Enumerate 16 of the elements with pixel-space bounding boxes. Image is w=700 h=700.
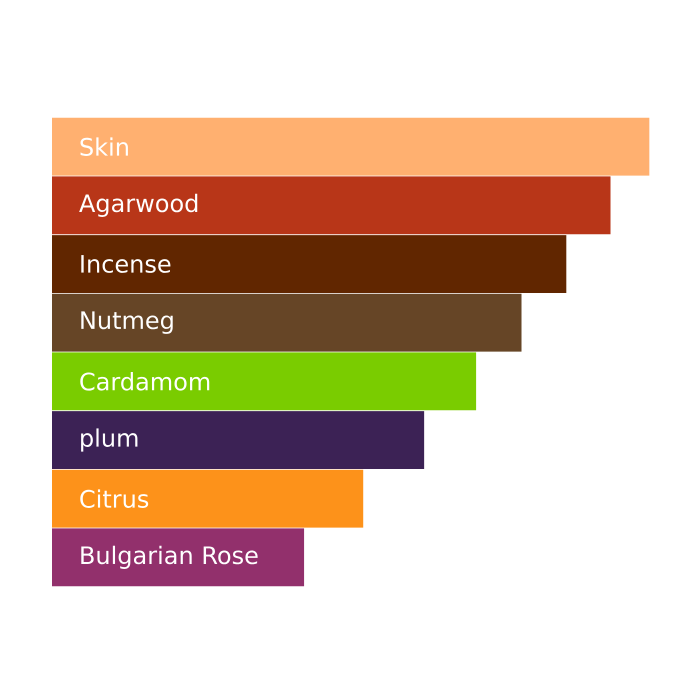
bar: [52, 118, 650, 176]
y-tick-label: Bulgarian Rose: [81, 546, 258, 569]
y-tick-label: Incense: [81, 255, 170, 273]
y-tick-label: Agarwood: [79, 194, 198, 217]
y-tick-label: Nutmeg: [81, 311, 173, 334]
bar: [52, 176, 611, 234]
bar: [52, 352, 476, 410]
y-tick-label: Skin: [80, 137, 128, 156]
bar: [52, 235, 566, 293]
bar: [52, 470, 364, 528]
bar: [52, 528, 304, 586]
bar: [52, 411, 424, 469]
bar: [52, 294, 522, 352]
y-tick-label: plum: [81, 428, 138, 452]
y-tick-label: Citrus: [80, 489, 148, 508]
y-tick-label: Cardamom: [80, 372, 210, 391]
